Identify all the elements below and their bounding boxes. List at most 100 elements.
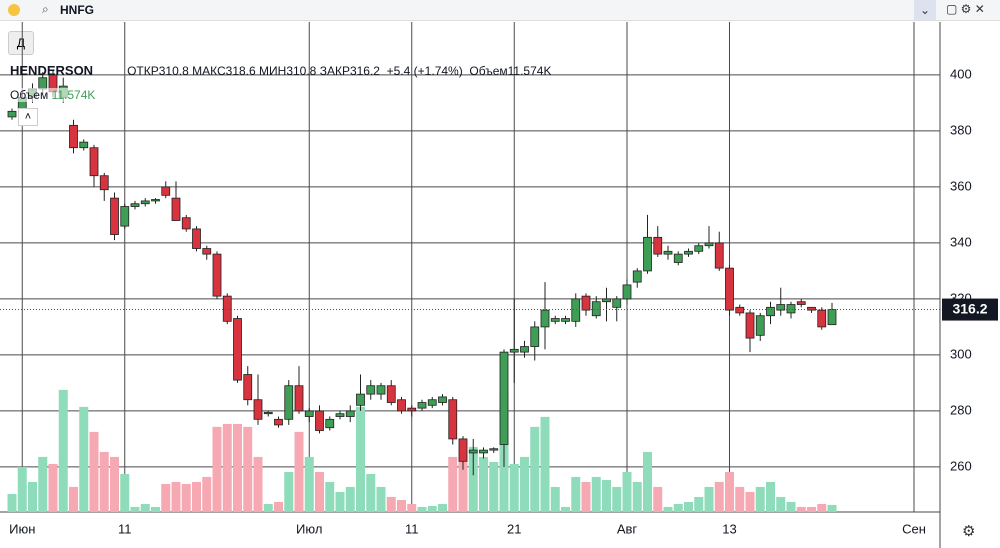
window-icons[interactable]: ▢ ⚙ ✕ [946, 2, 985, 16]
y-tick-label: 260 [950, 458, 972, 473]
candle-body [796, 301, 806, 305]
volume-bar [663, 506, 673, 512]
volume-bar [653, 486, 663, 512]
volume-bar [827, 504, 837, 512]
y-tick-label: 380 [950, 122, 972, 137]
volume-bar [48, 463, 58, 512]
x-tick-label: Сен [902, 521, 926, 536]
volume-bar [110, 456, 119, 512]
candle-body [632, 270, 642, 283]
collapse-button[interactable]: ⌄ [914, 0, 936, 20]
volume-bar [284, 471, 294, 512]
x-tick-label: 21 [507, 521, 521, 536]
open-label: ОТКР [127, 64, 159, 78]
candle-body [755, 315, 765, 336]
candle-body [735, 306, 745, 314]
volume-bar [356, 406, 365, 512]
candle-body [304, 410, 314, 417]
volume-bar [632, 481, 642, 512]
candle-body [694, 245, 704, 252]
candle-body [438, 396, 447, 403]
volume-bar [407, 503, 417, 512]
volume-bar [612, 486, 622, 512]
candle-body [161, 186, 171, 196]
legend-row: HENDERSON ОТКР310.8 МАКС318.6 МИН310.8 ЗА… [10, 63, 551, 78]
symbol-name: HENDERSON [10, 63, 94, 78]
volume-bar [704, 486, 714, 512]
symbol-search[interactable]: HNFG [60, 3, 94, 17]
candle-body [479, 449, 488, 454]
volume-bar [796, 506, 806, 512]
interval-button[interactable]: Д [8, 31, 34, 55]
candle-body [745, 312, 755, 339]
candle-body [714, 242, 724, 269]
settings-icon[interactable]: ⚙ [962, 523, 976, 540]
search-icon[interactable]: ⌕ [42, 2, 49, 16]
volume-bar [79, 406, 89, 512]
x-tick-label: Июн [9, 521, 35, 536]
volume-bar [222, 423, 232, 512]
y-tick-label: 300 [950, 346, 972, 361]
candle-body [807, 306, 816, 311]
close-value: 316.2 [349, 64, 380, 78]
volume-bar [417, 506, 427, 512]
candle-body [202, 248, 212, 255]
candle-body [786, 304, 796, 314]
last-price-label: 316.2 [952, 300, 987, 316]
candle-body [561, 318, 570, 322]
candle-body [356, 393, 365, 406]
volume-value: 11.574K [51, 88, 96, 102]
volume-bar [69, 486, 78, 512]
candle-body [581, 295, 591, 311]
candle-body [704, 242, 714, 247]
volume-bar [192, 481, 201, 512]
candle-body [335, 413, 345, 417]
candle-body [7, 110, 17, 118]
y-tick-label: 340 [950, 234, 972, 249]
volume-bar [58, 389, 68, 512]
volume-bar [776, 496, 786, 512]
volume-value: 11.574K [507, 64, 552, 78]
collapse-legend-button[interactable]: ˄ [18, 108, 38, 126]
x-tick-label: Авг [617, 521, 638, 536]
volume-bar [253, 456, 263, 512]
x-tick-label: 11 [405, 521, 419, 536]
candle-body [69, 124, 78, 149]
volume-bar [38, 456, 48, 512]
volume-bar [489, 461, 499, 512]
volume-bar [7, 493, 17, 512]
y-tick-label: 280 [950, 402, 972, 417]
volume-bar [673, 503, 683, 512]
volume-bar [397, 499, 406, 512]
open-value: 310.8 [158, 64, 189, 78]
candle-body [602, 298, 611, 303]
volume-bar [181, 483, 191, 512]
candle-body [827, 309, 837, 326]
volume-bar [263, 503, 273, 512]
x-tick-label: Июл [296, 521, 322, 536]
volume-bar [140, 503, 150, 512]
volume-bar [99, 451, 109, 512]
candle-body [489, 448, 499, 451]
volume-bar [622, 471, 632, 512]
candle-body [99, 175, 109, 191]
candle-body [776, 304, 786, 311]
candle-body [540, 309, 550, 328]
low-label: МИН [259, 64, 287, 78]
volume-bar [274, 501, 283, 512]
volume-bar [714, 481, 724, 512]
candle-body [663, 250, 673, 255]
candle-body [253, 399, 263, 420]
candle-body [427, 399, 437, 406]
candle-body [212, 253, 222, 297]
candle-body [315, 410, 324, 431]
candle-body [366, 385, 376, 395]
volume-bar [161, 483, 171, 512]
candle-body [181, 217, 191, 230]
candle-body [130, 203, 140, 207]
candle-body [294, 385, 304, 412]
volume-bar [243, 426, 253, 512]
volume-bar [366, 473, 376, 512]
candle-body [192, 228, 201, 249]
volume-bar [28, 481, 37, 512]
